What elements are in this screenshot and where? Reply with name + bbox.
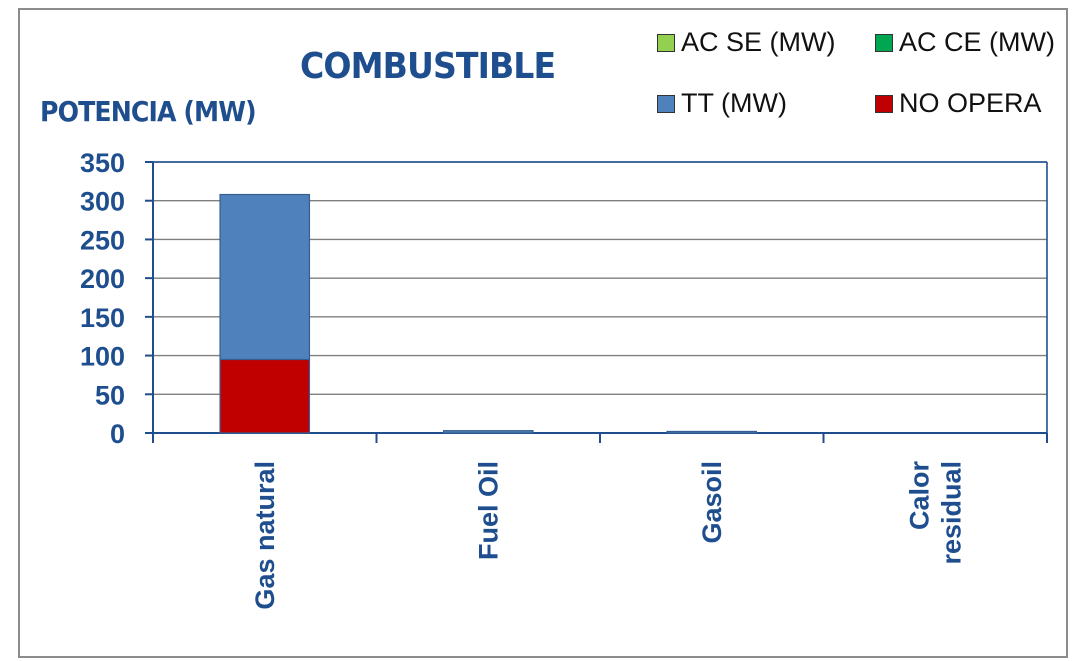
y-tick-label: 350 xyxy=(80,148,125,178)
x-category-label: Gas natural xyxy=(250,461,280,610)
legend-label-ac-se: AC SE (MW) xyxy=(681,27,836,57)
y-tick-label: 300 xyxy=(80,187,125,217)
y-tick-label: 100 xyxy=(80,342,125,372)
x-category-label: Gasoil xyxy=(697,461,727,544)
x-category-label: Calor xyxy=(904,461,934,531)
legend-label-ac-ce: AC CE (MW) xyxy=(899,27,1055,57)
legend-swatch-tt xyxy=(657,94,675,113)
y-tick-label: 50 xyxy=(95,380,125,410)
legend-item-tt: TT (MW) xyxy=(657,88,787,119)
chart-frame xyxy=(18,8,1068,658)
x-category-label: residual xyxy=(936,461,966,565)
bar-tt-mw-gasoil xyxy=(666,430,758,434)
y-tick-label: 150 xyxy=(80,303,125,333)
legend-item-no-opera: NO OPERA xyxy=(875,88,1042,119)
chart-title: COMBUSTIBLE xyxy=(300,46,556,87)
legend-swatch-ac-se xyxy=(657,33,675,52)
legend-swatch-no-opera xyxy=(875,94,893,113)
legend-item-ac-ce: AC CE (MW) xyxy=(875,27,1055,58)
legend-label-no-opera: NO OPERA xyxy=(899,88,1042,118)
y-tick-label: 0 xyxy=(110,419,125,449)
bar-no-opera-gas-natural xyxy=(219,358,311,434)
legend-swatch-ac-ce xyxy=(875,33,893,52)
bar-tt-mw-fuel-oil xyxy=(442,430,534,434)
y-axis-label: POTENCIA (MW) xyxy=(40,95,257,128)
bar-tt-mw-gas-natural xyxy=(219,193,311,361)
x-category-label: Fuel Oil xyxy=(473,461,503,560)
legend-label-tt: TT (MW) xyxy=(681,88,787,118)
y-tick-label: 200 xyxy=(80,264,125,294)
y-tick-label: 250 xyxy=(80,225,125,255)
legend-item-ac-se: AC SE (MW) xyxy=(657,27,836,58)
